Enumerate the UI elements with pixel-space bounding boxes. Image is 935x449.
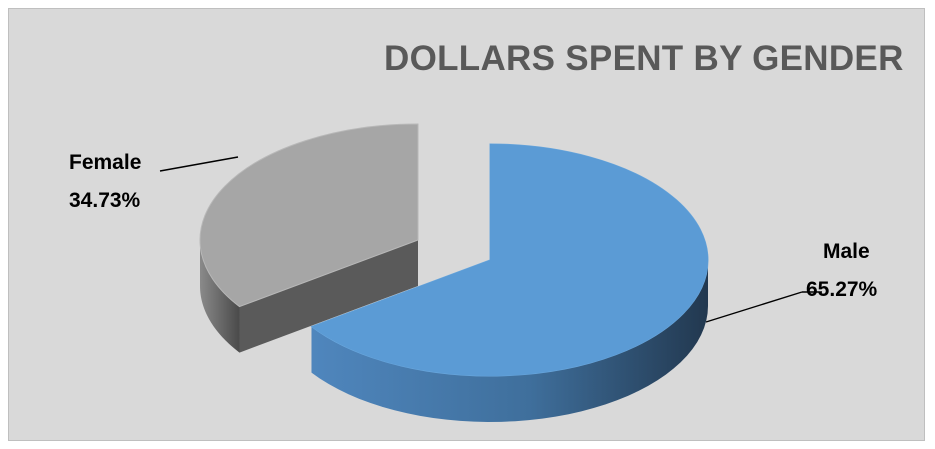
female-slice-wall [239,240,418,353]
female-slice-side [200,240,240,353]
male-slice-top [311,144,708,376]
female-label-value: 34.73% [69,189,141,212]
female-slice[interactable] [199,123,419,308]
female-label-name: Female [69,151,141,174]
female-leader-line [159,156,239,172]
chart-title: DOLLARS SPENT BY GENDER [384,39,904,78]
male-label-name: Male [823,240,870,263]
male-leader-line [705,291,803,323]
male-slice-side [311,260,708,422]
male-label-value: 65.27% [806,278,878,301]
